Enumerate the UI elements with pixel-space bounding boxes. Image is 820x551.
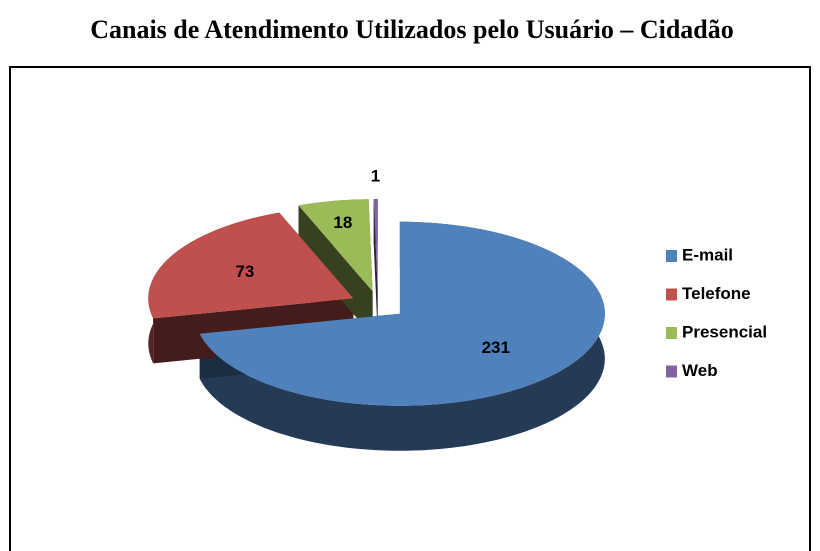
slice (199, 221, 605, 406)
slice-side (298, 205, 373, 337)
data-labels: 231 73 18 1 (235, 167, 510, 357)
slice (148, 212, 354, 319)
slice-side (373, 199, 378, 337)
data-label: 73 (235, 262, 254, 281)
chart-title: Canais de Atendimento Utilizados pelo Us… (90, 15, 734, 44)
legend-label: E-mail (682, 245, 733, 264)
legend-swatch (666, 365, 677, 378)
legend: E-mail Telefone Presencial Web (666, 245, 767, 380)
slice (298, 199, 373, 292)
legend-swatch (666, 250, 677, 262)
slice (373, 199, 378, 292)
pie-tops (148, 199, 605, 406)
data-label: 1 (371, 167, 380, 186)
legend-swatch (666, 288, 677, 301)
data-label: 18 (333, 213, 352, 232)
data-label: 231 (482, 338, 510, 357)
chart-frame (9, 66, 811, 551)
legend-label: Telefone (682, 284, 751, 303)
legend-label: Presencial (682, 322, 767, 341)
legend-swatch (666, 327, 677, 339)
legend-label: Web (682, 361, 718, 380)
